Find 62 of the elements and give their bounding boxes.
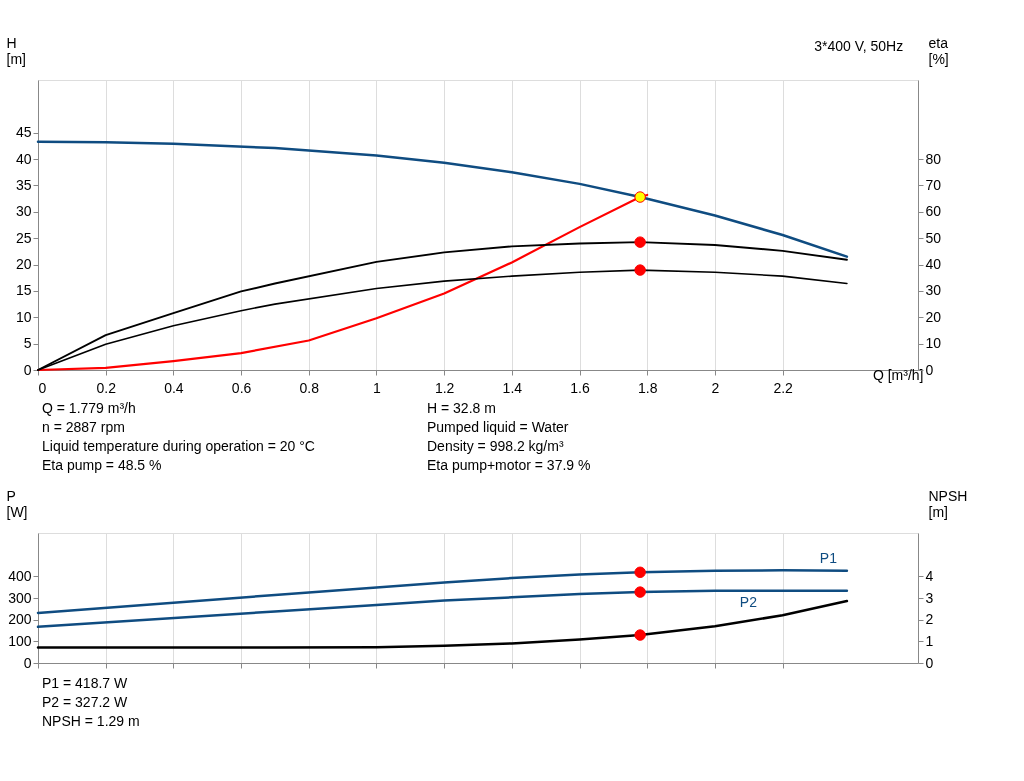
y-tick-label: 300 [8, 589, 32, 606]
x-tick-label: 0.6 [231, 379, 252, 396]
x-tick-label: 1.8 [638, 379, 658, 396]
x-tick-label: 1.6 [570, 379, 590, 396]
y2-tick-label: 2 [925, 611, 934, 628]
text: Density = 998.2 kg/m³ [427, 438, 564, 454]
text: Q = 1.779 m³/h [42, 400, 136, 416]
y2-tick-label: 3 [925, 589, 934, 606]
x-tick-label: 2 [711, 379, 720, 396]
text: Liquid temperature during operation = 20 °C [42, 438, 315, 454]
y-tick-label: 400 [8, 567, 32, 584]
x-tick-label: 0.2 [96, 379, 117, 396]
y2-tick-label: 60 [925, 203, 942, 220]
y-tick-label: 0 [23, 361, 32, 378]
text: NPSH = 1.29 m [42, 713, 140, 729]
x-tick-label: 1.2 [434, 379, 455, 396]
series-label: P2 [739, 593, 758, 610]
series-label: P1 [819, 549, 838, 566]
x-axis-title: Q [m³/h] [872, 366, 924, 383]
y-tick-label: 35 [15, 176, 32, 193]
y-tick-label: 40 [15, 150, 32, 167]
y2-axis-title: NPSH [m] [928, 487, 968, 520]
y-tick-label: 100 [8, 632, 32, 649]
y-axis-title: P [W] [6, 487, 28, 520]
text: n = 2887 rpm [42, 419, 125, 435]
y-tick-label: 15 [15, 282, 32, 299]
x-tick-label: 0 [38, 379, 47, 396]
text: P2 = 327.2 W [42, 694, 128, 710]
text: H = 32.8 m [427, 400, 496, 416]
text: Pumped liquid = Water [427, 419, 569, 435]
line-series [36, 140, 849, 258]
y-tick-label: 20 [15, 256, 32, 273]
y2-tick-label: 4 [925, 567, 934, 584]
x-tick-label: 2.2 [773, 379, 794, 396]
y2-tick-label: 80 [925, 150, 942, 167]
y2-tick-label: 0 [925, 654, 934, 671]
x-tick-label: 0.4 [164, 379, 184, 396]
line-series [36, 599, 849, 649]
text: Eta pump+motor = 37.9 % [427, 457, 591, 473]
x-tick-label: 1 [373, 379, 382, 396]
y2-tick-label: 10 [925, 335, 942, 352]
y-tick-label: 45 [15, 124, 32, 141]
y2-axis-title: eta [%] [928, 34, 949, 67]
y-tick-label: 200 [8, 611, 32, 628]
chart-title: 3*400 V, 50Hz [814, 38, 904, 54]
text: P1 = 418.7 W [42, 675, 128, 691]
y2-tick-label: 1 [925, 632, 934, 649]
y-tick-label: 10 [15, 308, 32, 325]
y2-tick-label: 50 [925, 229, 942, 246]
y-tick-label: 0 [23, 654, 32, 671]
text: Eta pump = 48.5 % [42, 457, 162, 473]
y2-tick-label: 40 [925, 256, 942, 273]
y2-tick-label: 20 [925, 308, 942, 325]
y-axis-title: H [m] [6, 34, 26, 67]
y2-tick-label: 70 [925, 176, 942, 193]
y-tick-label: 5 [23, 335, 32, 352]
x-tick-label: 0.8 [299, 379, 320, 396]
y2-tick-label: 0 [925, 361, 934, 378]
x-tick-label: 1.4 [502, 379, 523, 396]
y-tick-label: 25 [15, 229, 32, 246]
y2-tick-label: 30 [925, 282, 942, 299]
y-tick-label: 30 [15, 203, 32, 220]
